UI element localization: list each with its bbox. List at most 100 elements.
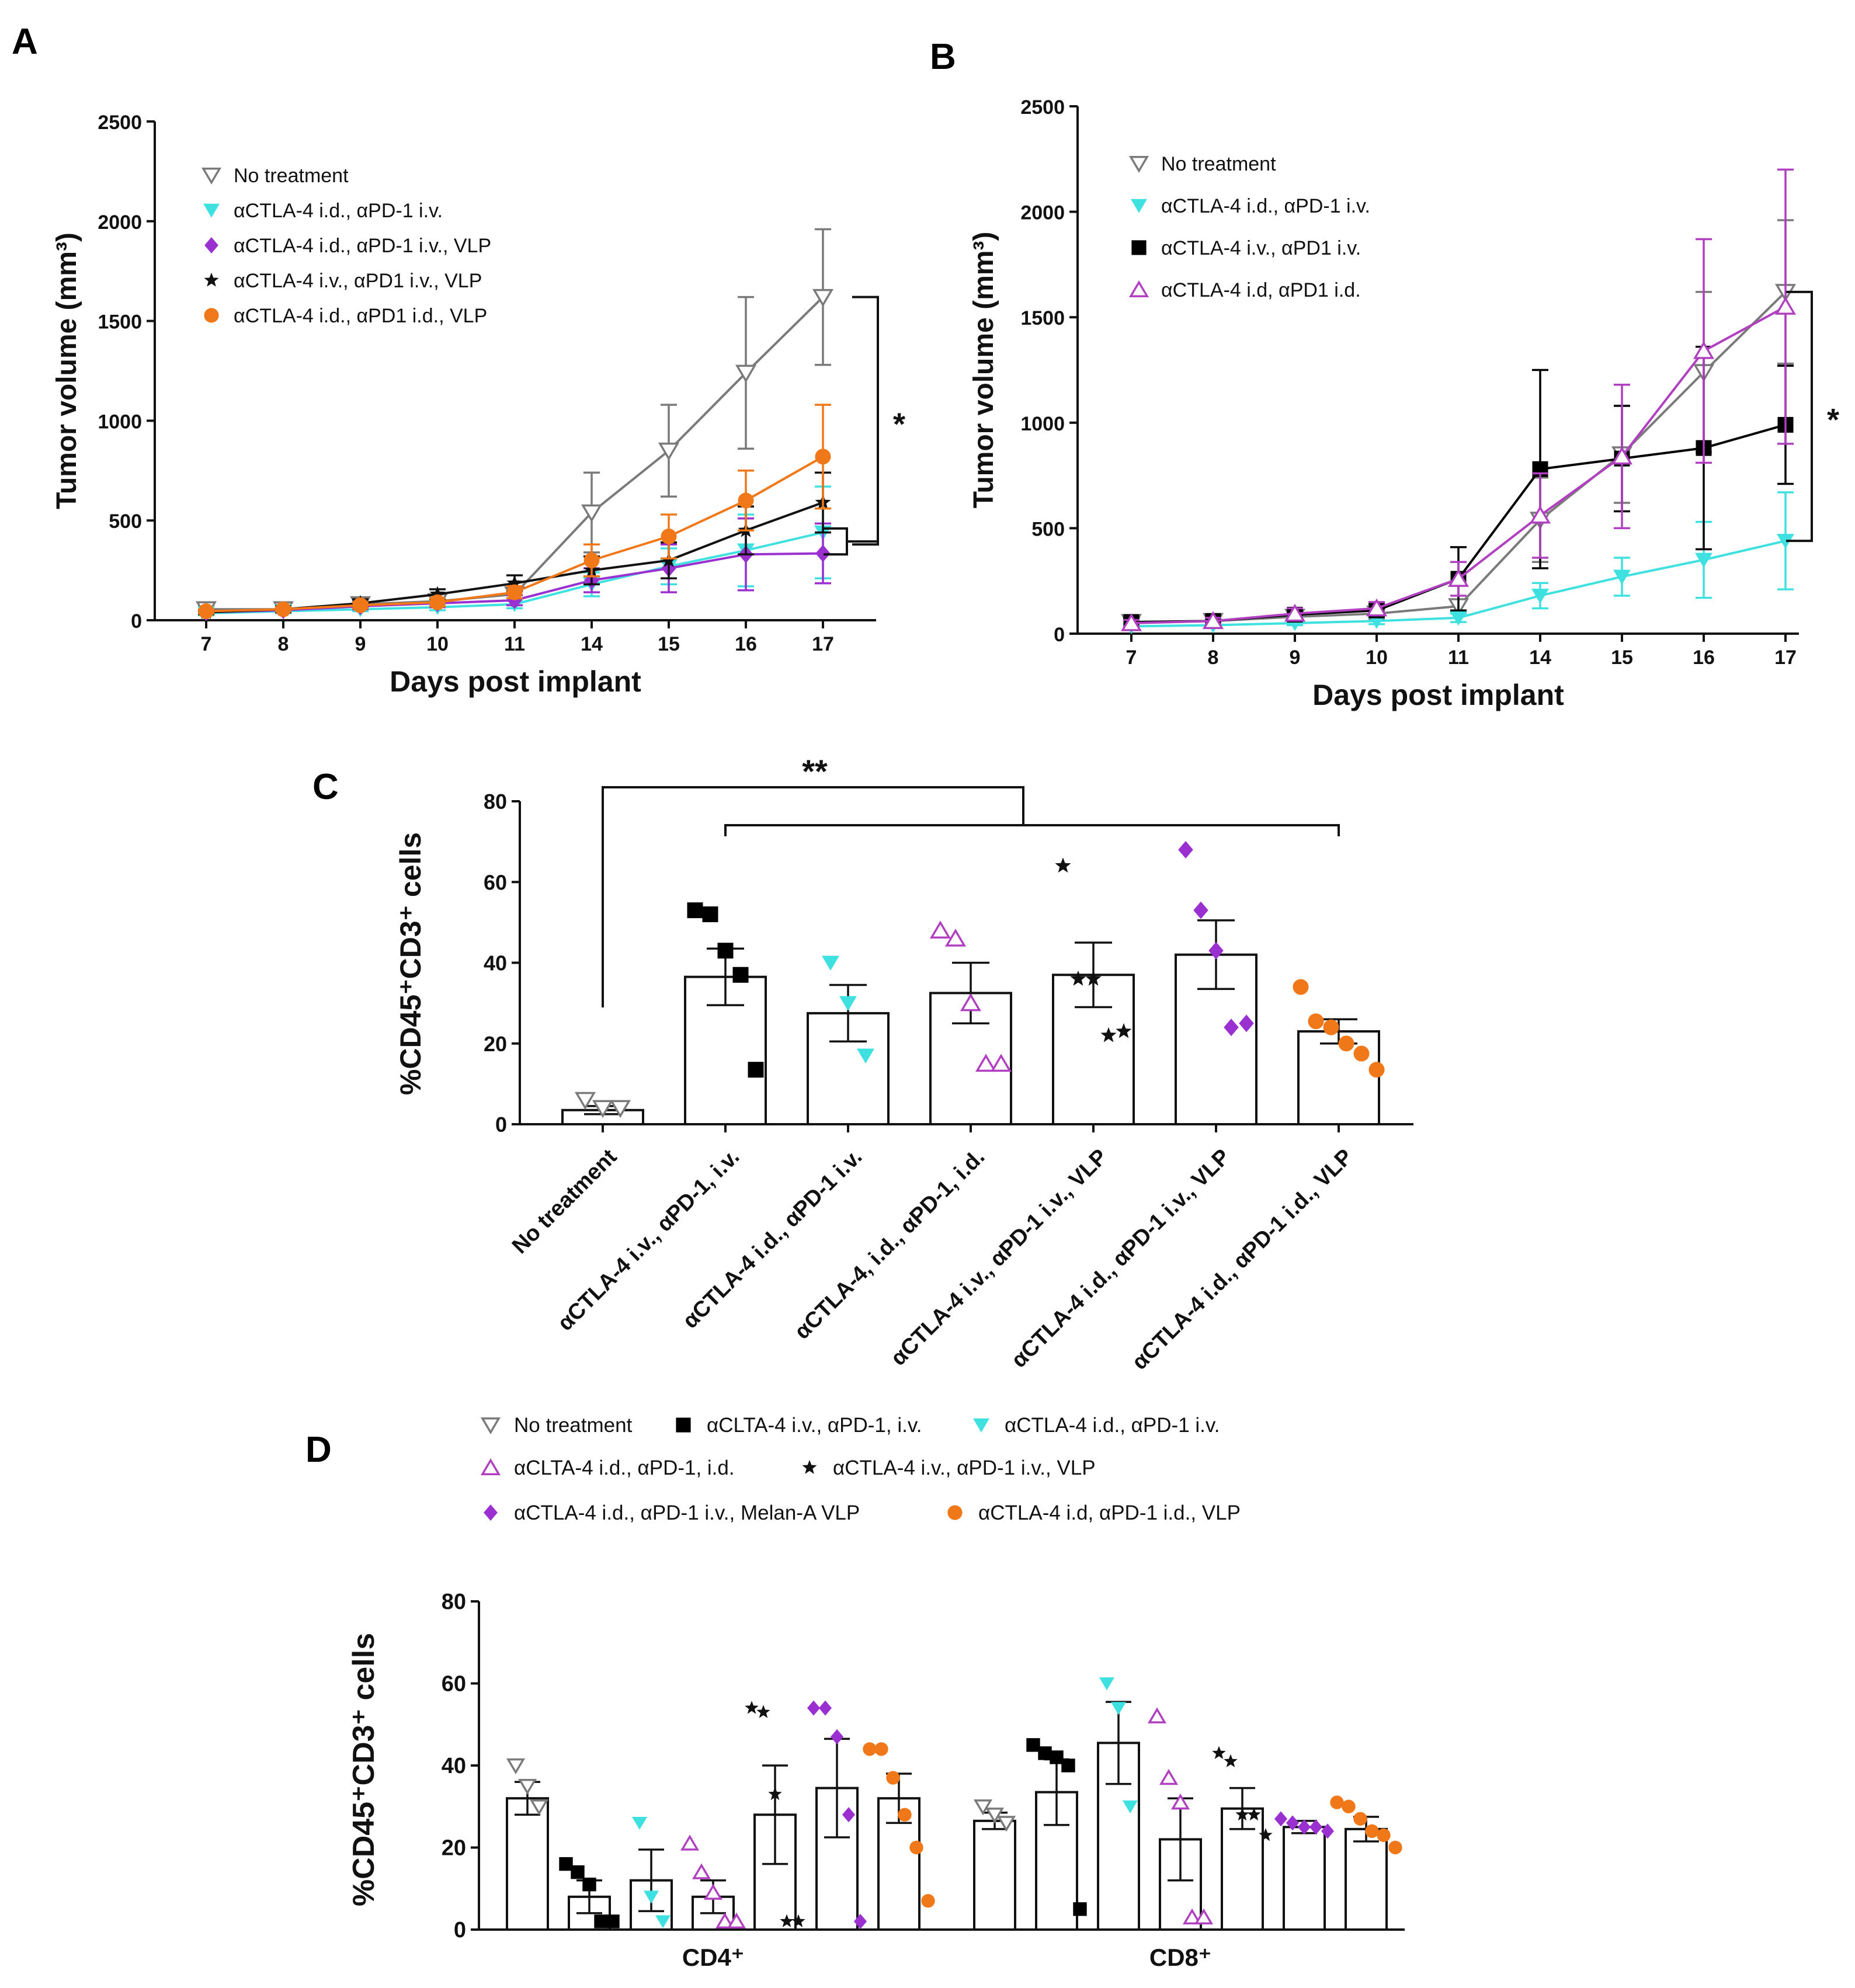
data-point: [1365, 1824, 1379, 1838]
data-point: [1170, 1794, 1190, 1810]
marker-shape: [204, 237, 218, 253]
legend-marker: [947, 1505, 963, 1520]
x-tick-label: 17: [812, 633, 834, 655]
data-point: [812, 289, 834, 307]
significance-stars: **: [802, 753, 828, 790]
line-chart-y-tick-label: 2000: [98, 211, 142, 234]
x-tick-label: 8: [1208, 647, 1219, 669]
x-tick-label: 9: [355, 633, 366, 655]
data-point: [1388, 1840, 1402, 1855]
marker-shape: [632, 1816, 647, 1830]
marker-shape: [480, 1417, 501, 1435]
data-point: [1342, 1799, 1356, 1813]
data-point: [1529, 505, 1551, 524]
marker-shape: [506, 575, 523, 590]
marker-shape: [1774, 297, 1797, 315]
x-tick-label: 14: [1529, 647, 1551, 669]
marker-shape: [960, 993, 982, 1012]
data-point: [745, 1701, 759, 1714]
data-point: [680, 1834, 700, 1851]
x-tick-label: No treatment: [508, 1144, 622, 1259]
significance-bracket: [1786, 290, 1813, 543]
marker-shape: [429, 586, 446, 602]
legend-marker: [480, 1458, 501, 1475]
data-point: [692, 1863, 711, 1879]
chart-a: 0 500 1000 1500 2000 2500 7 8 9 10 11 14 15 16 17 Days …: [51, 112, 905, 698]
legend-label: αCTLA-4 i.d., αPD-1 i.v., VLP: [234, 235, 491, 257]
legend-label: αCTLA-4 i.d., αPD-1 i.v.: [1005, 1414, 1220, 1437]
data-point: [702, 906, 718, 923]
marker-shape: [975, 1054, 997, 1072]
data-point: [1055, 857, 1071, 873]
data-point: [735, 364, 757, 383]
data-point: [506, 1758, 526, 1775]
data-point: [1050, 1750, 1064, 1764]
group-label: CD8⁺: [1149, 1944, 1211, 1971]
data-point: [732, 967, 749, 983]
marker-shape: [1284, 603, 1306, 622]
marker-shape: [1377, 1828, 1391, 1843]
marker-shape: [655, 1915, 671, 1928]
marker-shape: [1613, 569, 1631, 585]
bar-chart-c-y-tick-label: 20: [484, 1032, 507, 1056]
marker-shape: [703, 1883, 723, 1900]
data-point: [559, 1857, 573, 1871]
legend-label: αCTLA-4 i.d., αPD-1 i.v.: [234, 200, 443, 222]
data-point: [703, 1883, 723, 1900]
legend-marker: [203, 203, 220, 218]
marker-shape: [1224, 1754, 1238, 1767]
data-point: [715, 1912, 735, 1929]
data-point: [429, 586, 446, 602]
line-chart-y-tick-label: 1500: [98, 311, 142, 333]
data-point: [822, 955, 839, 971]
data-point: [1309, 1819, 1323, 1835]
series-line: [206, 296, 824, 611]
data-point: [429, 594, 446, 610]
series-4: [198, 404, 831, 620]
marker-shape: [830, 1729, 844, 1744]
significance-star: *: [893, 406, 905, 442]
marker-shape: [571, 1865, 585, 1879]
data-point: [1777, 534, 1794, 549]
marker-shape: [768, 1787, 782, 1801]
marker-shape: [480, 1458, 501, 1475]
line-chart-y-tick-label: 1000: [98, 411, 142, 433]
data-point: [815, 449, 831, 465]
chart-d: 0 20 40 60 80 %CD45⁺CD3⁺ cells No treatment αCL…: [347, 1414, 1405, 1971]
data-point: [1286, 1815, 1300, 1831]
marker-shape: [1274, 1811, 1288, 1827]
marker-shape: [1100, 1027, 1117, 1042]
data-point: [1111, 1702, 1126, 1715]
x-tick-label: αCTLA-4 i.d., αPD-1 i.d., VLP: [1127, 1145, 1357, 1375]
bar-chart-d-y-tick-label: 60: [442, 1672, 466, 1697]
x-tick-label: 7: [1126, 647, 1137, 669]
y-axis-label: Tumor volume (mm³): [968, 232, 999, 509]
series-3: [1120, 168, 1797, 631]
legend-label: αCTLA-4 i.d., αPD-1 i.v., Melan-A VLP: [514, 1502, 860, 1524]
bar-chart-c-y-tick-label: 60: [484, 870, 507, 894]
marker-shape: [658, 442, 680, 461]
marker-shape: [506, 584, 523, 600]
marker-shape: [1353, 1045, 1370, 1062]
data-point: [1321, 1823, 1335, 1839]
marker-shape: [1131, 240, 1147, 255]
marker-shape: [727, 1912, 746, 1929]
marker-shape: [692, 1863, 711, 1879]
marker-shape: [1123, 1800, 1138, 1813]
marker-shape: [735, 364, 757, 383]
legend-marker: [480, 1417, 501, 1435]
marker-shape: [201, 168, 222, 185]
data-point: [985, 1808, 1005, 1824]
data-point: [1308, 1013, 1324, 1030]
data-point: [1193, 901, 1208, 919]
data-point: [581, 504, 603, 523]
x-tick-label: 14: [581, 633, 603, 655]
marker-shape: [1366, 598, 1388, 617]
data-point: [1284, 603, 1306, 622]
data-point: [687, 902, 703, 919]
bar: [1283, 1826, 1326, 1931]
marker-shape: [929, 920, 951, 939]
x-tick-label: 15: [658, 633, 680, 655]
bar-group-1: [684, 902, 767, 1125]
marker-shape: [1321, 1823, 1335, 1839]
